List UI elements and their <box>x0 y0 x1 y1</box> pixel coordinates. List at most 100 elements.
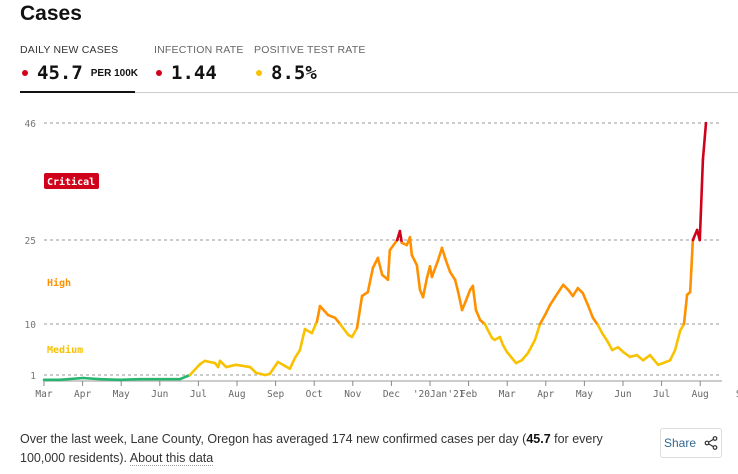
share-label: Share <box>663 436 697 450</box>
x-tick-label: Jul <box>190 389 207 400</box>
cases-line-segment <box>333 316 342 326</box>
share-icon <box>704 436 718 450</box>
cases-line-segment <box>548 295 557 307</box>
cases-line-segment <box>310 320 319 335</box>
cases-line-segment <box>526 338 537 355</box>
x-tick-label: Aug <box>228 389 245 400</box>
cases-line-segment <box>698 158 705 242</box>
y-tick-label: 25 <box>25 236 36 247</box>
y-tick-label: 10 <box>25 320 37 331</box>
x-tick-label: Apr <box>74 389 91 400</box>
cases-line-segment <box>701 121 708 162</box>
cases-line-segment <box>440 246 448 262</box>
cases-line-segment <box>408 235 414 257</box>
cases-line-segment <box>600 331 610 344</box>
cases-line-segment <box>498 335 505 347</box>
cases-line-segment <box>668 348 677 362</box>
x-tick-label: Jul <box>653 389 670 400</box>
cases-line-segment <box>388 238 399 252</box>
cases-line-segment <box>366 266 375 294</box>
tab-label: POSITIVE TEST RATE <box>254 44 366 56</box>
cases-line-segment <box>118 377 142 382</box>
metric-value: 1.44 <box>171 62 217 84</box>
band-label-medium: Medium <box>47 344 83 356</box>
x-tick-label: Mar <box>35 389 52 400</box>
cases-line-segment <box>350 326 359 339</box>
cases-line-segment <box>376 256 384 277</box>
cases-line-segment <box>591 316 600 327</box>
band-label-critical: Critical <box>47 176 95 188</box>
status-dot-icon <box>256 70 262 76</box>
metric-value: 45.7 <box>37 62 83 84</box>
cases-line-segment <box>648 353 660 367</box>
cases-line-segment <box>533 322 542 342</box>
tab-infection-rate[interactable]: INFECTION RATE 1.44 <box>154 44 244 84</box>
cases-line-segment <box>596 323 604 335</box>
cases-line-segment <box>276 360 287 368</box>
x-tick-label: Jun <box>614 389 631 400</box>
cases-line-segment <box>318 304 330 317</box>
x-tick-label: Nov <box>344 389 361 400</box>
active-tab-indicator <box>20 91 135 93</box>
cases-line-segment <box>268 360 280 376</box>
caption-text: for every 100,000 residents). <box>20 432 603 465</box>
cases-line-segment <box>248 365 258 375</box>
x-tick-label: Jun <box>151 389 168 400</box>
cases-line-segment <box>463 288 472 305</box>
metric-unit: PER 100K <box>90 67 139 79</box>
status-dot-icon <box>156 70 162 76</box>
x-tick-label: May <box>576 389 593 400</box>
x-tick-label: Mar <box>499 389 516 400</box>
cases-line-segment <box>415 263 422 292</box>
cases-line-segment <box>178 373 192 381</box>
cases-line-segment <box>224 363 238 369</box>
cases-line-segment <box>678 322 686 333</box>
cases-line-segment <box>355 294 364 330</box>
cases-line-segment <box>254 371 267 377</box>
cases-line-segment <box>474 308 482 322</box>
cases-line-segment <box>98 377 122 382</box>
cases-chart: 1 10 25 46 Mar Apr May Jun Jul Aug Sep Oct Nov Dec '20… <box>25 119 738 400</box>
about-data-link[interactable]: About this data <box>129 451 214 466</box>
cases-line-segment <box>471 284 478 312</box>
cases-line-segment <box>293 348 302 360</box>
critical-badge <box>44 173 99 189</box>
cases-line-segment <box>682 293 689 326</box>
page-title: Cases <box>20 2 82 25</box>
cases-line-segment <box>410 253 419 267</box>
cases-line-segment <box>386 248 392 282</box>
x-tick-label: Apr <box>537 389 554 400</box>
cases-line-segment <box>58 376 85 382</box>
cases-line-segment <box>303 327 314 335</box>
caption-highlight: 45.7 <box>526 432 551 446</box>
tab-divider <box>20 92 738 93</box>
x-tick-label: S <box>736 389 738 400</box>
cases-line-segment <box>421 276 429 299</box>
cases-line-segment <box>586 303 595 320</box>
cases-line-segment <box>81 376 102 381</box>
cases-line-segment <box>606 340 614 352</box>
x-tick-label: '21 <box>447 389 464 400</box>
tab-daily-new-cases[interactable]: DAILY NEW CASES 45.7 PER 100K <box>20 44 138 84</box>
cases-line-segment <box>298 327 307 352</box>
cases-line-segment <box>218 359 228 369</box>
share-button[interactable]: Share <box>660 428 722 458</box>
metric-value: 8.5% <box>271 62 317 84</box>
tab-label: INFECTION RATE <box>154 44 244 56</box>
cases-line-segment <box>505 350 514 360</box>
status-dot-icon <box>22 70 28 76</box>
cases-line-segment <box>486 328 494 340</box>
cases-line-segment <box>453 278 460 294</box>
x-tick-label: Sep <box>267 389 284 400</box>
tab-positive-test-rate[interactable]: POSITIVE TEST RATE 8.5% <box>254 44 366 84</box>
caption-text: Over the last week, Lane County, Oregon … <box>20 432 527 446</box>
tab-label: DAILY NEW CASES <box>20 44 119 56</box>
x-tick-label: '20Jan <box>413 389 447 400</box>
cases-line-segment <box>673 329 682 352</box>
cases-line-segment <box>203 359 217 365</box>
cases-line-segment <box>338 322 350 337</box>
cases-line-segment <box>460 301 467 312</box>
cases-line-segment <box>571 286 580 298</box>
cases-line-segment <box>520 351 530 362</box>
cases-line-segment <box>581 291 590 307</box>
